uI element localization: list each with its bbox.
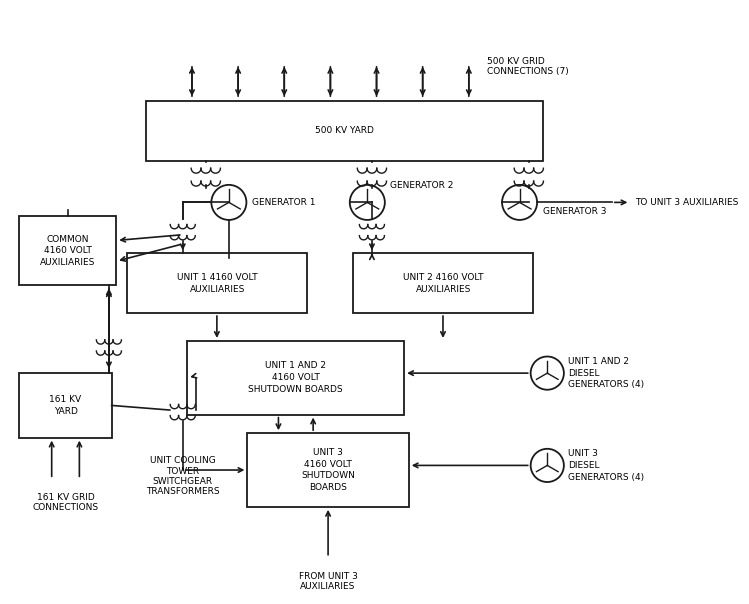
Text: UNIT 2 4160 VOLT
AUXILIARIES: UNIT 2 4160 VOLT AUXILIARIES: [403, 273, 484, 294]
Text: COMMON
4160 VOLT
AUXILIARIES: COMMON 4160 VOLT AUXILIARIES: [40, 234, 96, 267]
Text: 161 KV GRID
CONNECTIONS: 161 KV GRID CONNECTIONS: [32, 493, 99, 513]
Text: GENERATOR 2: GENERATOR 2: [390, 181, 454, 190]
Text: UNIT 1 4160 VOLT
AUXILIARIES: UNIT 1 4160 VOLT AUXILIARIES: [177, 273, 258, 294]
Bar: [354, 253, 533, 313]
Text: UNIT COOLING
TOWER
SWITCHGEAR
TRANSFORMERS: UNIT COOLING TOWER SWITCHGEAR TRANSFORME…: [146, 456, 219, 496]
Text: UNIT 1 AND 2
DIESEL
GENERATORS (4): UNIT 1 AND 2 DIESEL GENERATORS (4): [568, 357, 645, 390]
Bar: [146, 101, 543, 161]
Text: 500 KV YARD: 500 KV YARD: [315, 126, 374, 135]
Text: GENERATOR 1: GENERATOR 1: [252, 198, 315, 207]
Bar: [19, 373, 112, 438]
Text: UNIT 3
DIESEL
GENERATORS (4): UNIT 3 DIESEL GENERATORS (4): [568, 449, 645, 482]
Text: TO UNIT 3 AUXILIARIES: TO UNIT 3 AUXILIARIES: [635, 198, 739, 207]
Text: GENERATOR 3: GENERATOR 3: [543, 207, 606, 216]
Text: 161 KV
YARD: 161 KV YARD: [49, 395, 82, 416]
Bar: [19, 216, 116, 286]
Text: FROM UNIT 3
AUXILIARIES: FROM UNIT 3 AUXILIARIES: [299, 571, 357, 591]
Bar: [127, 253, 307, 313]
Bar: [247, 433, 409, 507]
Text: UNIT 3
4160 VOLT
SHUTDOWN
BOARDS: UNIT 3 4160 VOLT SHUTDOWN BOARDS: [301, 448, 355, 492]
Text: 500 KV GRID
CONNECTIONS (7): 500 KV GRID CONNECTIONS (7): [488, 57, 569, 77]
Text: UNIT 1 AND 2
4160 VOLT
SHUTDOWN BOARDS: UNIT 1 AND 2 4160 VOLT SHUTDOWN BOARDS: [249, 361, 343, 394]
Bar: [187, 341, 404, 415]
